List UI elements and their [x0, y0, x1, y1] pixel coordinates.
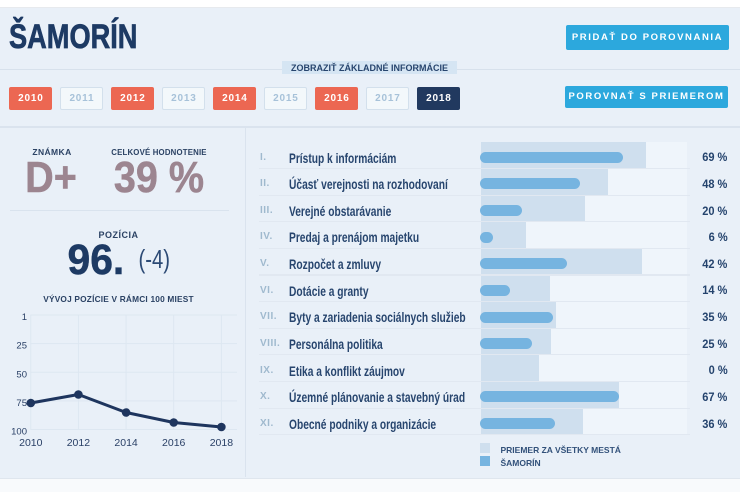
- svg-text:2018: 2018: [210, 437, 234, 449]
- svg-text:100: 100: [11, 427, 27, 438]
- svg-text:2014: 2014: [114, 437, 138, 449]
- svg-text:2012: 2012: [67, 437, 91, 449]
- svg-text:2010: 2010: [19, 437, 43, 449]
- svg-text:2016: 2016: [162, 437, 186, 449]
- svg-text:50: 50: [16, 369, 27, 380]
- svg-text:1: 1: [22, 312, 27, 323]
- svg-text:75: 75: [16, 398, 27, 409]
- svg-text:25: 25: [16, 341, 27, 352]
